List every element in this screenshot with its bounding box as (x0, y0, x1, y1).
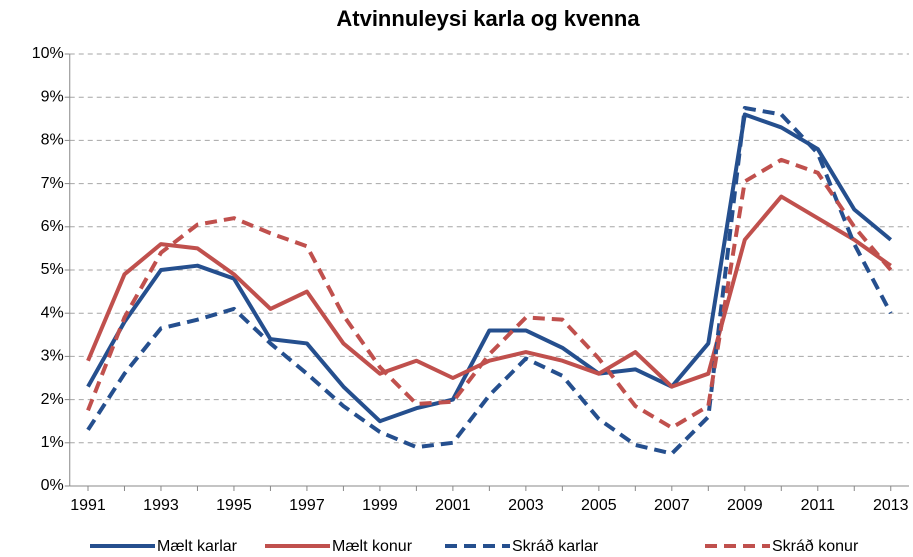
legend-label: Skráð konur (772, 538, 859, 555)
x-tick-label: 1991 (70, 497, 106, 514)
series-line (86, 112, 893, 424)
x-tick-label: 1997 (289, 497, 325, 514)
y-tick-label: 5% (41, 261, 64, 278)
legend-label: Mælt karlar (157, 538, 238, 555)
y-tick-label: 4% (41, 304, 64, 321)
x-tick-label: 1999 (362, 497, 398, 514)
x-tick-label: 2003 (508, 497, 544, 514)
legend-label: Mælt konur (332, 538, 413, 555)
x-tick-label: 2007 (654, 497, 690, 514)
y-tick-label: 0% (41, 477, 64, 494)
legend-label: Skráð karlar (512, 538, 599, 555)
x-tick-label: 1995 (216, 497, 252, 514)
y-tick-label: 3% (41, 348, 64, 365)
x-tick-label: 2005 (581, 497, 617, 514)
series-line (86, 106, 893, 456)
y-tick-label: 8% (41, 132, 64, 149)
y-tick-label: 2% (41, 391, 64, 408)
series-line (86, 157, 893, 430)
x-tick-label: 2013 (873, 497, 909, 514)
y-tick-label: 7% (41, 175, 64, 192)
y-tick-label: 1% (41, 434, 64, 451)
x-tick-label: 2011 (801, 497, 836, 514)
y-tick-label: 10% (32, 45, 64, 62)
x-tick-label: 1993 (143, 497, 179, 514)
y-tick-label: 9% (41, 88, 64, 105)
chart-title: Atvinnuleysi karla og kvenna (336, 6, 640, 31)
x-tick-label: 2001 (435, 497, 471, 514)
y-tick-label: 6% (41, 218, 64, 235)
x-tick-label: 2009 (727, 497, 763, 514)
series-line (86, 194, 892, 389)
